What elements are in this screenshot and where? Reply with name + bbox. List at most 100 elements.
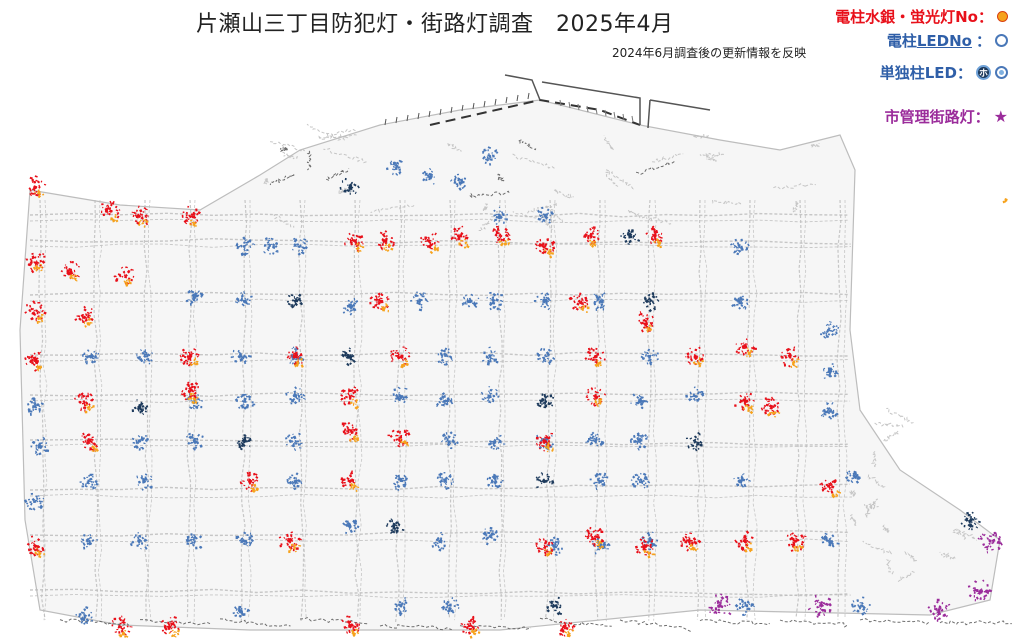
led-pole-marker [129, 531, 149, 550]
mercury-light-marker [74, 305, 94, 324]
mercury-light-marker [831, 490, 842, 499]
led-pole-marker [482, 526, 499, 546]
led-pole-marker [685, 431, 703, 452]
led-pole-marker [486, 291, 504, 311]
led-pole-marker [820, 401, 839, 420]
led-pole-marker [80, 534, 99, 550]
city-light-marker [708, 593, 732, 616]
led-pole-marker [481, 146, 499, 166]
mercury-light-marker [390, 346, 411, 365]
mercury-light-marker [81, 432, 99, 452]
mercury-light-marker [189, 357, 199, 367]
led-pole-marker [734, 598, 755, 617]
led-pole-marker [630, 393, 649, 410]
led-pole-marker [537, 206, 554, 224]
led-pole-marker [731, 295, 749, 310]
mercury-light-marker [349, 434, 360, 443]
led-pole-marker [845, 470, 861, 484]
mercury-light-marker [645, 324, 653, 333]
mercury-light-marker [535, 538, 554, 557]
led-pole-marker [449, 173, 467, 191]
led-pole-marker [435, 392, 454, 407]
mercury-light-marker [137, 218, 149, 228]
mercury-light-marker [780, 346, 800, 368]
led-pole-marker [547, 536, 563, 556]
mercury-light-marker [564, 628, 575, 638]
mercury-light-marker [168, 629, 180, 638]
mercury-light-marker [469, 628, 481, 639]
map-area [19, 99, 1001, 631]
mercury-light-marker [340, 386, 359, 406]
mercury-light-marker [294, 357, 304, 368]
mercury-light-marker [692, 357, 704, 368]
mercury-light-marker [387, 429, 411, 448]
led-pole-marker [79, 473, 99, 490]
mercury-light-marker [355, 242, 365, 253]
led-pole-marker [235, 531, 255, 547]
mercury-light-marker [181, 205, 201, 225]
road-network [19, 99, 1012, 633]
mercury-light-marker [33, 189, 45, 198]
mercury-light-marker [161, 616, 180, 635]
legend-single-led-sep: ： [956, 64, 972, 82]
led-pole-marker [385, 159, 403, 176]
mercury-light-marker [585, 387, 607, 407]
led-pole-marker [285, 386, 306, 405]
mercury-light-marker [383, 243, 394, 252]
mercury-light-marker [34, 547, 45, 559]
mercury-light-marker [28, 175, 47, 197]
city-light-marker [808, 594, 832, 618]
led-pole-marker [685, 386, 705, 402]
star-icon: ★ [993, 107, 1008, 126]
mercury-light-marker [458, 238, 470, 249]
mercury-light-marker [766, 410, 781, 418]
led-pole-marker [394, 597, 408, 617]
led-pole-marker [30, 436, 50, 456]
led-pole-marker [284, 432, 303, 452]
led-pole-marker [339, 177, 360, 195]
led-pole-marker [960, 511, 981, 531]
mercury-light-marker [400, 358, 409, 369]
led-pole-marker [823, 363, 839, 379]
mercury-light-marker [187, 392, 199, 405]
mercury-light-marker [84, 403, 95, 414]
city-light-marker [967, 579, 993, 602]
mercury-light-marker [559, 618, 576, 637]
led-pole-marker [733, 473, 752, 488]
mercury-light-marker [793, 544, 804, 552]
mercury-light-marker [131, 205, 149, 226]
legend-single-led-label: 単独柱LED [879, 64, 957, 82]
led-pole-marker [82, 349, 100, 365]
led-pole-marker [533, 292, 551, 311]
mercury-light-marker [25, 252, 46, 274]
mercury-light-marker [786, 532, 807, 552]
led-pole-marker [431, 531, 446, 552]
led-pole-marker [291, 237, 308, 256]
mercury-light-marker [584, 526, 605, 548]
light-markers [23, 146, 1008, 639]
led-pole-marker [535, 472, 555, 489]
led-pole-marker [589, 472, 609, 491]
led-pole-marker [481, 346, 499, 366]
led-pole-marker [630, 472, 651, 489]
mercury-light-marker [341, 421, 358, 442]
mercury-light-marker [179, 348, 200, 367]
mercury-light-marker [91, 445, 99, 453]
led-pole-marker [286, 472, 303, 491]
mercury-light-marker [734, 530, 754, 552]
mercury-light-marker [498, 238, 511, 247]
led-pole-marker [629, 432, 649, 451]
mercury-light-marker [460, 615, 480, 635]
led-pole-marker [461, 293, 480, 309]
mercury-light-marker [544, 442, 554, 453]
led-pole-marker [536, 393, 555, 409]
mercury-light-marker [688, 543, 699, 552]
mercury-light-marker [643, 549, 656, 559]
mercury-light-marker [1002, 198, 1008, 204]
mercury-light-marker [250, 483, 259, 493]
legend-mercury: 電柱水銀・蛍光灯No ： [835, 6, 1008, 27]
city-light-marker [977, 531, 1003, 554]
mercury-light-marker [534, 238, 556, 255]
legend-single-led: 単独柱LED ： ホ [880, 62, 1008, 83]
